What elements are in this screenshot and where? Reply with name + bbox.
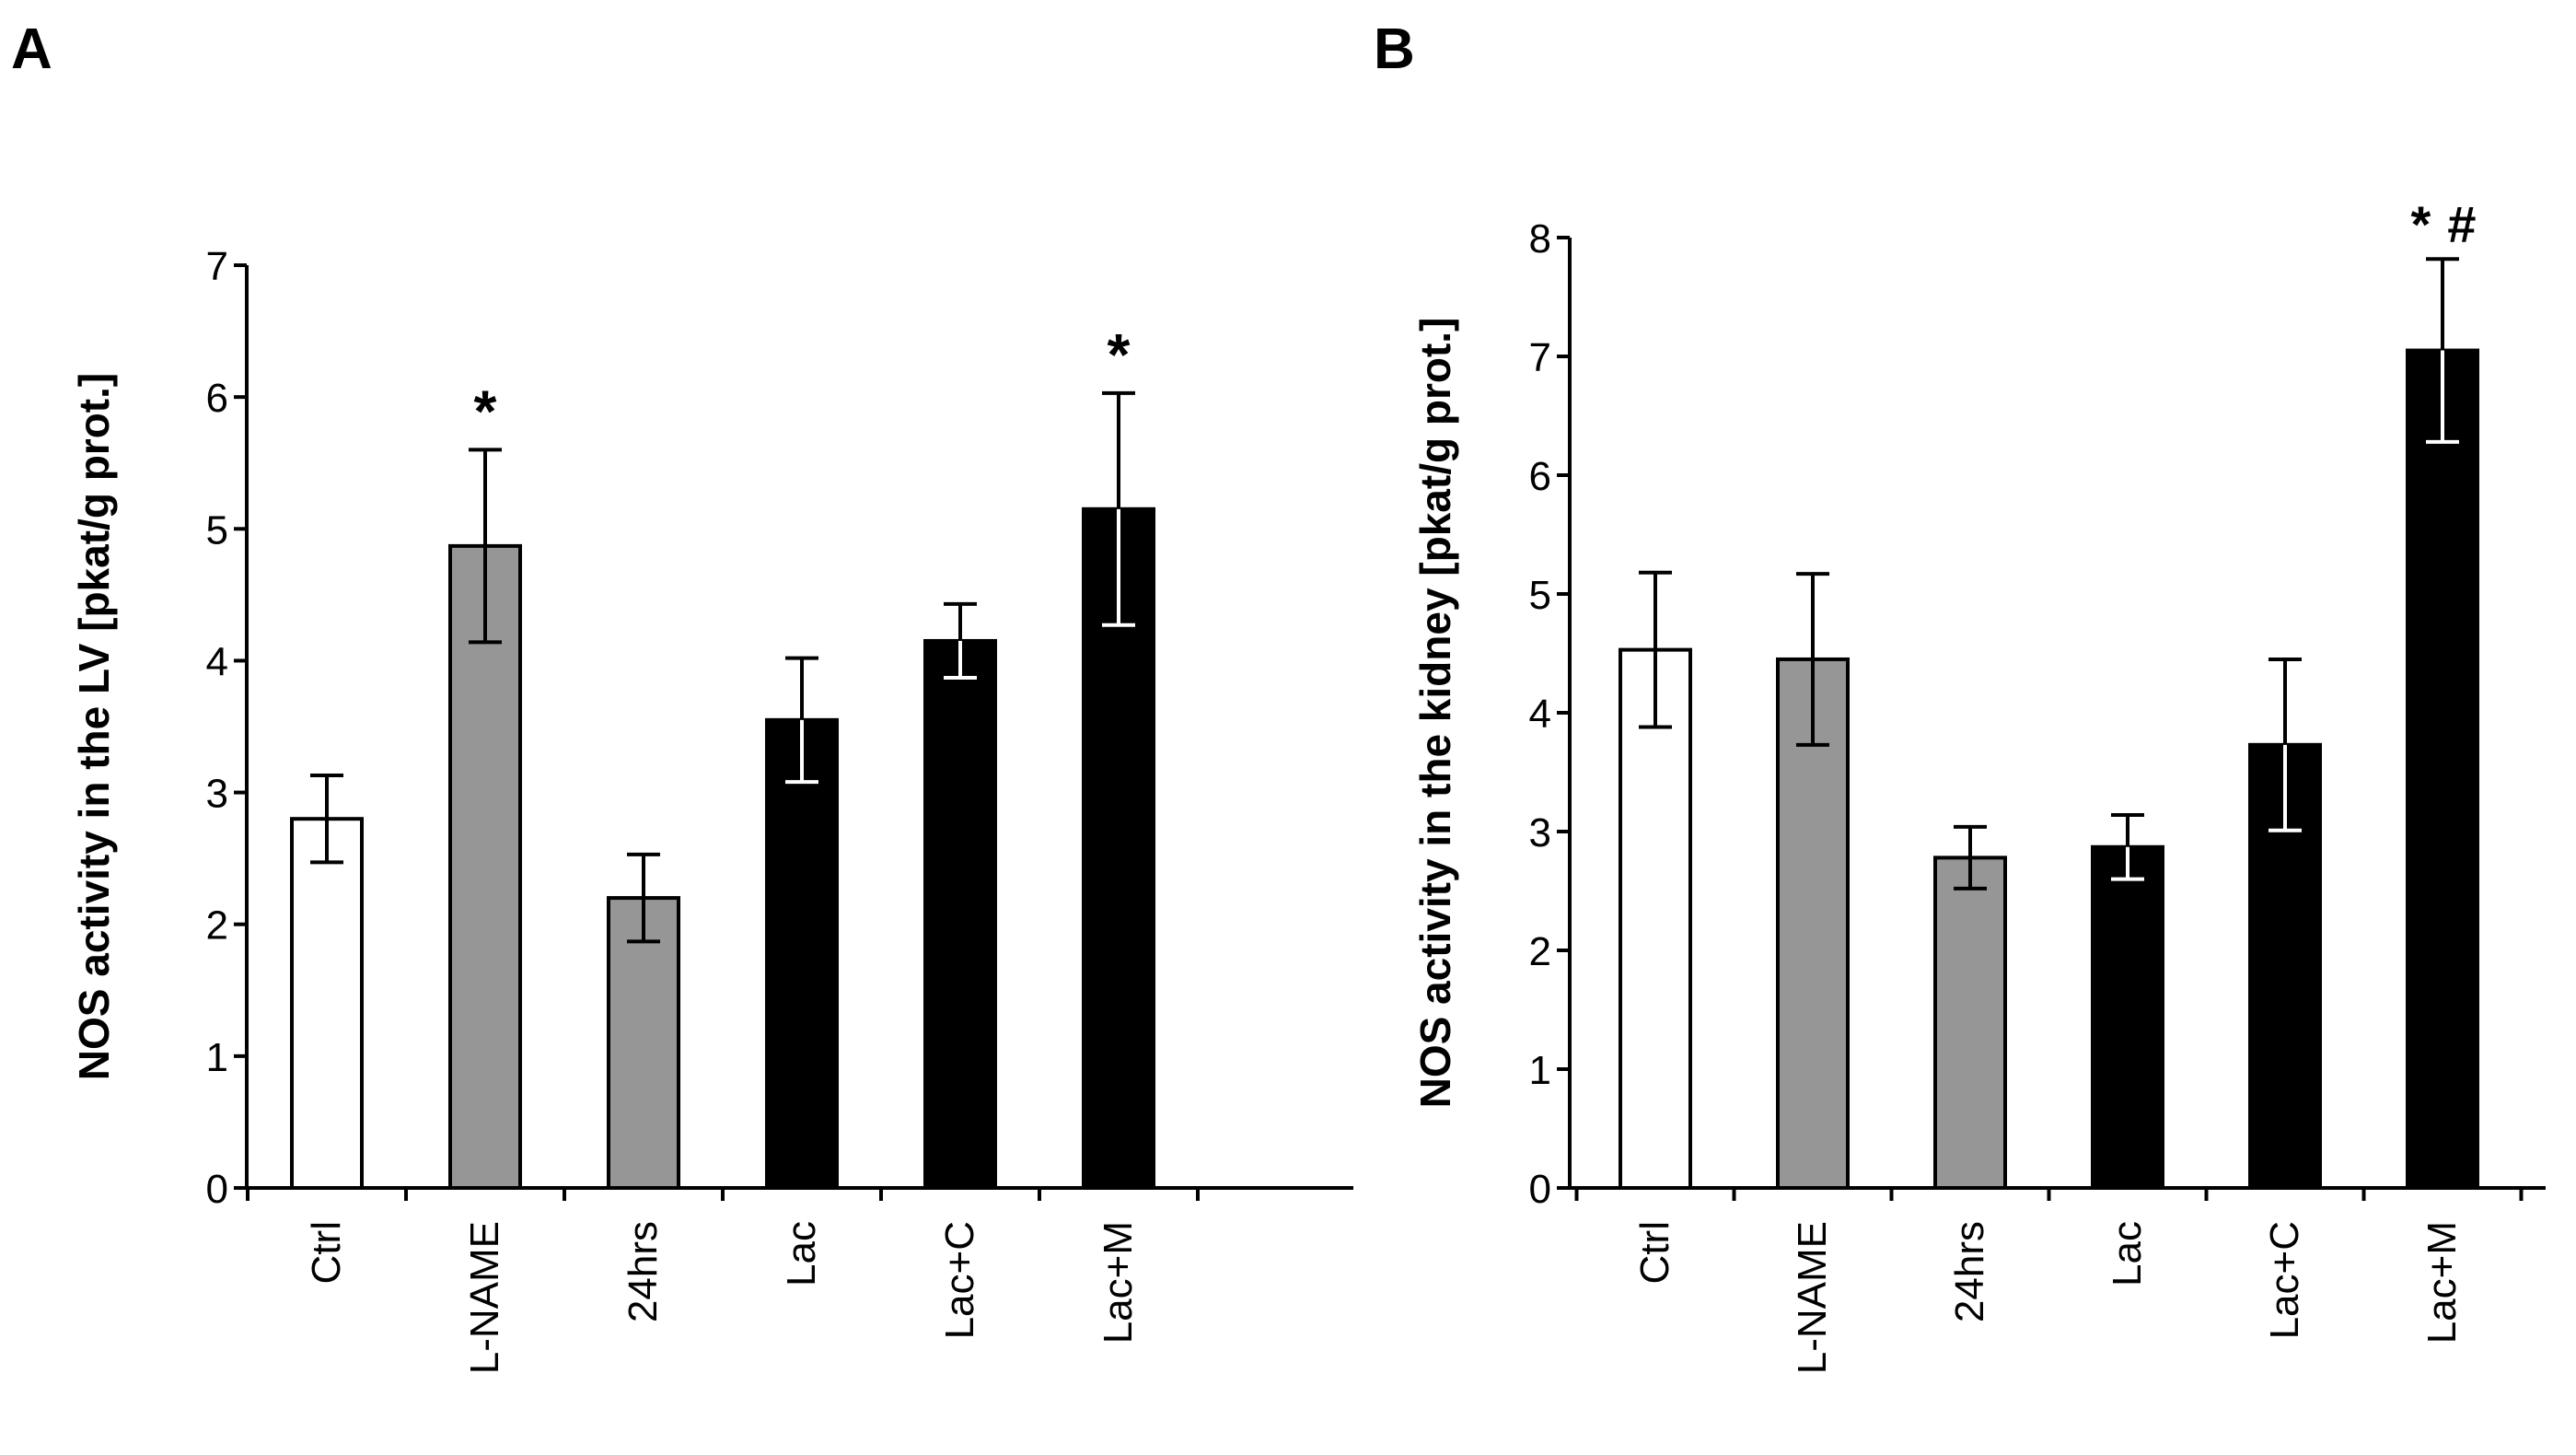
significance-marker: *# (2411, 195, 2493, 253)
y-tick-label: 2 (1529, 929, 1551, 974)
y-tick-label: 0 (1529, 1167, 1551, 1212)
y-tick-label: 4 (206, 639, 228, 684)
bar-ctrl (290, 817, 364, 1190)
bar-lac (765, 717, 839, 1190)
significance-marker: * (1108, 321, 1131, 388)
x-category-label: Lac (2105, 1221, 2150, 1286)
bar-24hrs (607, 896, 680, 1190)
y-tick-label: 8 (1529, 216, 1551, 262)
y-tick-label: 7 (1529, 335, 1551, 380)
x-category-label: Lac+M (2419, 1221, 2465, 1344)
x-category-label: Ctrl (304, 1221, 349, 1284)
y-tick-label: 3 (206, 772, 228, 817)
y-tick-label: 1 (1529, 1048, 1551, 1093)
y-tick-label: 5 (206, 507, 228, 553)
bar-ctrl (1619, 647, 1692, 1190)
panel-b-chart: 0 1 2 3 4 5 6 7 8 NOS activity in the kidney [pka… (1411, 195, 2546, 1374)
x-category-label: 24hrs (1947, 1221, 1992, 1322)
x-category-label: Lac (779, 1221, 824, 1286)
y-tick-label: 3 (1529, 810, 1551, 856)
y-tick-label: 5 (1529, 573, 1551, 618)
x-category-label: Lac+M (1096, 1221, 1141, 1344)
x-category-label: Lac+C (937, 1221, 982, 1339)
bar-lac-c (923, 638, 997, 1190)
significance-marker: * (474, 378, 497, 444)
x-category-label: L-NAME (462, 1221, 507, 1374)
y-axis-title: NOS activity in the kidney [pkat/g prot.… (1411, 318, 1459, 1109)
panel-b-label: B (1374, 17, 1415, 81)
panel-a-label: A (11, 17, 52, 81)
y-tick-label: 2 (206, 903, 228, 949)
y-tick-label: 7 (206, 244, 228, 289)
y-tick-label: 6 (206, 376, 228, 421)
bar-lac (2091, 844, 2164, 1191)
x-category-label: L-NAME (1790, 1221, 1835, 1374)
y-tick-label: 0 (206, 1167, 228, 1212)
y-tick-label: 1 (206, 1035, 228, 1080)
bar-l-name (1776, 657, 1850, 1190)
x-category-label: Lac+C (2262, 1221, 2307, 1339)
bar-l-name (448, 543, 522, 1190)
y-tick-label: 4 (1529, 692, 1551, 737)
panel-a-chart: 0 1 2 3 4 5 6 7 NOS activity in the LV [pkat/g p… (70, 244, 1353, 1374)
x-category-label: Ctrl (1632, 1221, 1677, 1284)
x-category-label: 24hrs (621, 1221, 666, 1322)
bar-lac-m (2406, 348, 2479, 1190)
bar-24hrs (1933, 856, 2007, 1190)
y-tick-label: 6 (1529, 454, 1551, 499)
y-axis-title: NOS activity in the LV [pkat/g prot.] (70, 373, 118, 1080)
